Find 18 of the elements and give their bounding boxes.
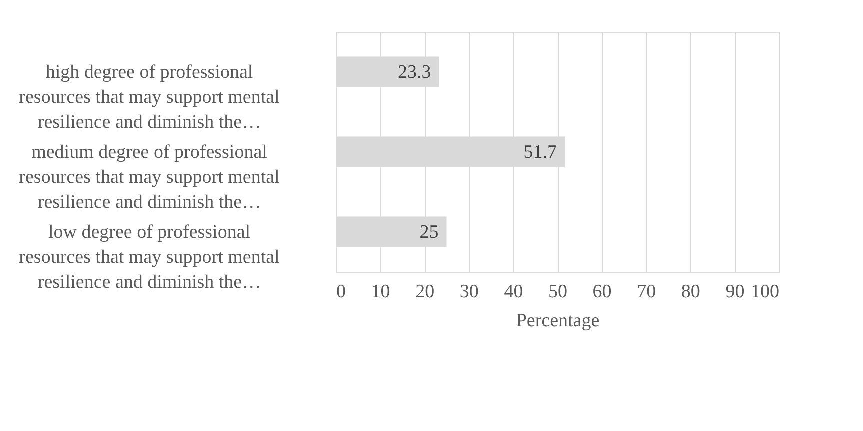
data-label: 51.7 xyxy=(524,142,558,163)
x-tick-label: 20 xyxy=(416,282,435,302)
x-tick-label: 80 xyxy=(681,282,700,302)
y-tick-label: high degree of professional resources that may support mental resilience and diminish the… xyxy=(19,62,280,133)
x-tick-label: 60 xyxy=(592,282,612,302)
x-tick-label: 70 xyxy=(637,282,656,302)
data-label: 23.3 xyxy=(398,62,432,83)
x-axis-title: Percentage xyxy=(516,310,600,332)
x-tick-label: 100 xyxy=(751,282,780,302)
x-tick-label: 30 xyxy=(460,282,479,302)
y-tick-label: low degree of professional resources that may support mental resilience and diminish the… xyxy=(19,222,280,293)
x-tick-label: 0 xyxy=(336,282,346,302)
x-tick-label: 90 xyxy=(726,282,745,302)
data-label: 25 xyxy=(420,222,439,243)
x-tick-label: 50 xyxy=(548,282,568,302)
x-tick-label: 40 xyxy=(504,282,524,302)
x-tick-label: 10 xyxy=(371,282,390,302)
y-tick-label: medium degree of professional resources that may support mental resilience and diminish the… xyxy=(19,142,280,213)
